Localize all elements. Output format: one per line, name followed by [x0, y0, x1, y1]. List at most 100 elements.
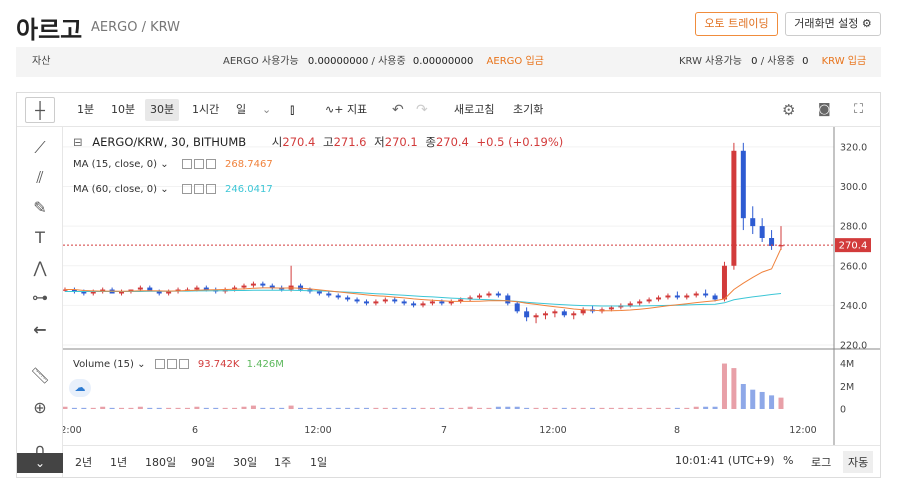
magnet-icon[interactable]: ∩ — [34, 440, 46, 459]
volume-bar — [731, 368, 737, 409]
price-chart[interactable]: 320.0 300.0 280.0 260.0 240.0 220.0 2:00 6 12:00… — [63, 127, 880, 445]
indicator-button[interactable]: ∿+ 지표 — [320, 99, 372, 121]
asset-label: 자산 — [32, 56, 51, 67]
candle-body — [703, 293, 709, 296]
time-tick-label: 12:00 — [539, 425, 566, 436]
candle — [119, 289, 125, 296]
candle — [411, 301, 417, 308]
aergo-deposit-link[interactable]: AERGO 입금 — [486, 56, 544, 67]
interval-1m[interactable]: 1분 — [77, 103, 95, 116]
refresh-button[interactable]: 새로고침 — [454, 103, 495, 116]
undo-icon[interactable]: ↶ — [392, 102, 404, 118]
collapse-legend-icon[interactable]: ⊟ — [73, 135, 83, 149]
volume-bar — [656, 407, 662, 409]
candle — [260, 281, 266, 288]
candle — [401, 299, 407, 306]
candle — [392, 297, 398, 304]
chevron-down-icon[interactable]: ⌄ — [160, 159, 169, 170]
camera-icon[interactable]: ◙ — [818, 102, 831, 117]
screen-settings-button[interactable]: 거래화면 설정 ⚙ — [785, 12, 881, 36]
fullscreen-icon[interactable]: ⛶ — [854, 102, 864, 117]
candle-body — [250, 283, 256, 286]
range-2y[interactable]: 2년 — [75, 456, 93, 469]
candle — [467, 295, 473, 302]
settings-gear-icon[interactable]: ⚙ — [782, 101, 796, 119]
candle-body — [571, 313, 577, 316]
candle-body — [363, 301, 369, 304]
cloud-icon[interactable]: ☁ — [69, 379, 91, 397]
candle-body — [495, 293, 501, 296]
range-1w[interactable]: 1주 — [274, 456, 292, 469]
range-30d[interactable]: 30일 — [233, 456, 258, 469]
volume-bar — [684, 407, 690, 409]
range-1d[interactable]: 1일 — [310, 456, 328, 469]
eye-icon[interactable] — [181, 159, 192, 169]
volume-bar — [411, 407, 417, 409]
reset-button[interactable]: 초기화 — [513, 103, 544, 116]
zoom-in-icon[interactable]: ⊕ — [33, 398, 47, 417]
interval-30m[interactable]: 30분 — [145, 99, 180, 121]
close-icon[interactable] — [205, 184, 216, 194]
candle — [524, 307, 530, 322]
redo-icon[interactable]: ↷ — [416, 102, 428, 118]
range-90d[interactable]: 90일 — [191, 456, 216, 469]
pitchfork-icon[interactable]: ⫽ — [36, 168, 44, 187]
trendline-icon[interactable]: ⟋ — [34, 138, 46, 157]
candle — [477, 293, 483, 300]
chevron-down-icon[interactable]: ⌄ — [262, 103, 272, 116]
time-tick-label: 6 — [192, 425, 198, 436]
volume-bar — [316, 407, 322, 409]
price-axis: 320.0 300.0 280.0 260.0 240.0 220.0 2:00 6 12:00… — [63, 142, 867, 436]
log-toggle[interactable]: 로그 — [811, 456, 832, 469]
auto-trade-button[interactable]: 오토 트레이딩 — [695, 12, 778, 36]
measure-icon[interactable]: ⊶ — [32, 288, 48, 307]
chevron-down-icon[interactable]: ⌄ — [160, 184, 169, 195]
volume-bar — [363, 407, 369, 409]
ma2-label[interactable]: MA (60, close, 0) — [73, 184, 158, 195]
candle — [495, 291, 501, 298]
range-180d[interactable]: 180일 — [145, 456, 177, 469]
volume-label[interactable]: Volume (15) — [73, 359, 134, 370]
interval-10m[interactable]: 10분 — [111, 103, 136, 116]
candle-body — [63, 289, 68, 291]
text-tool-icon[interactable]: T — [35, 228, 45, 247]
volume-bar — [721, 363, 727, 409]
close-icon[interactable] — [205, 159, 216, 169]
volume-bar — [505, 406, 511, 409]
percent-toggle[interactable]: % — [783, 454, 794, 467]
arrow-left-icon[interactable]: ← — [33, 320, 47, 339]
candle — [674, 291, 680, 300]
volume-axis: 4M 2M 0 — [840, 359, 854, 415]
chevron-down-icon[interactable]: ⌄ — [137, 359, 146, 370]
auto-toggle[interactable]: 자동 — [843, 451, 874, 473]
interval-1h[interactable]: 1시간 — [192, 103, 220, 116]
volume-bar — [429, 407, 435, 409]
candle-body — [203, 287, 209, 290]
eye-icon[interactable] — [154, 359, 165, 369]
settings-icon[interactable] — [166, 359, 177, 369]
gear-icon: ⚙ — [861, 17, 872, 30]
candle-body — [100, 289, 106, 292]
candle-type-icon[interactable]: ⫾ — [290, 102, 295, 118]
ruler-icon[interactable]: 📏︎ — [29, 366, 51, 385]
price-tick-label: 320.0 — [840, 142, 867, 153]
eye-icon[interactable] — [181, 184, 192, 194]
interval-day[interactable]: 일 — [236, 103, 247, 116]
brush-icon[interactable]: ✎ — [33, 198, 47, 217]
collapse-tools-icon[interactable]: ⌄ — [17, 453, 63, 473]
candle-body — [514, 303, 520, 312]
range-1y[interactable]: 1년 — [110, 456, 128, 469]
settings-icon[interactable] — [193, 159, 204, 169]
pattern-icon[interactable]: ⋀ — [33, 258, 47, 277]
close-icon[interactable] — [178, 359, 189, 369]
volume-bar — [674, 407, 680, 409]
volume-bar — [166, 407, 172, 409]
settings-icon[interactable] — [193, 184, 204, 194]
crosshair-icon[interactable]: ┼ — [25, 97, 55, 123]
krw-deposit-link[interactable]: KRW 입금 — [821, 56, 867, 67]
ma1-label[interactable]: MA (15, close, 0) — [73, 159, 158, 170]
candle-body — [420, 303, 426, 306]
candle-body — [646, 299, 652, 302]
candle — [542, 311, 548, 320]
coin-name: 아르고 — [16, 16, 83, 44]
